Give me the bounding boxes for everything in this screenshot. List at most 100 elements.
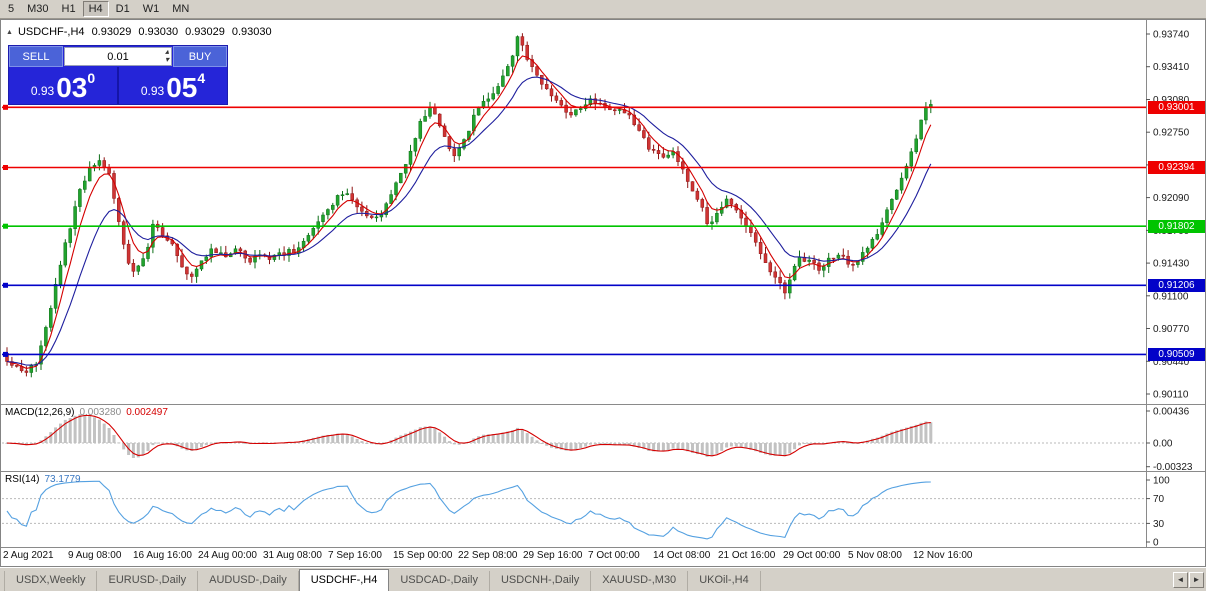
ohlc-open: 0.93029 [91,26,132,38]
svg-text:0: 0 [1153,538,1159,549]
time-axis-label: 29 Sep 16:00 [523,550,583,561]
tab-eurusd-daily[interactable]: EURUSD-,Daily [97,571,199,591]
time-axis-label: 5 Nov 08:00 [848,550,902,561]
svg-text:0.92750: 0.92750 [1153,128,1190,139]
chart-symbol-label: USDCHF-,H4 [17,26,85,38]
pane-separators [1,20,1205,548]
svg-text:-0.00323: -0.00323 [1153,462,1193,473]
time-axis-label: 16 Aug 16:00 [133,550,192,561]
volume-spinner[interactable]: ▴ ▾ [165,48,169,64]
spinner-down-icon[interactable]: ▾ [164,55,169,64]
buy-price-small: 0.93 [140,84,165,98]
svg-text:0.91100: 0.91100 [1153,291,1189,302]
level-line-handle[interactable] [3,165,8,170]
time-axis-label: 22 Sep 08:00 [458,550,518,561]
tab-usdchf-h4[interactable]: USDCHF-,H4 [298,569,390,591]
rsi-name: RSI(14) [5,474,40,485]
buy-price-big: 05 [166,72,198,103]
ohlc-close: 0.93030 [231,26,272,38]
svg-text:30: 30 [1153,519,1165,530]
chart-tab-bar: USDX,Weekly EURUSD-,Daily AUDUSD-,Daily USD… [0,567,1206,591]
svg-text:70: 70 [1153,494,1165,505]
tab-scroll-arrows: ◄ ► [1173,572,1204,588]
ma-slow-line [6,76,932,366]
tab-usdcad-daily[interactable]: USDCAD-,Daily [389,571,490,591]
svg-text:100: 100 [1153,476,1170,487]
svg-text:0.00436: 0.00436 [1153,407,1190,418]
time-axis-label: 14 Oct 08:00 [653,550,711,561]
indicator-guide-lines [2,442,1146,524]
svg-text:0.93410: 0.93410 [1153,62,1190,73]
timeframe-button-mn[interactable]: MN [166,1,196,17]
chart-header: ▲ USDCHF-,H4 0.93029 0.93030 0.93029 0.9… [6,26,272,38]
chart-window: 0.937400.934100.930800.927500.924200.920… [0,19,1206,567]
panel-toggle-icon[interactable]: ▲ [6,28,13,36]
volume-input[interactable]: 0.01 ▴ ▾ [64,47,172,66]
time-axis-label: 24 Aug 00:00 [198,550,257,561]
timeframe-button-d1[interactable]: D1 [109,1,136,17]
timeframe-button-w1[interactable]: W1 [136,1,166,17]
tab-xauusd-m30[interactable]: XAUUSD-,M30 [591,571,689,591]
time-axis-label: 7 Oct 00:00 [588,550,640,561]
volume-value: 0.01 [107,50,129,63]
tab-usdx-weekly[interactable]: USDX,Weekly [4,571,98,591]
svg-text:0.91430: 0.91430 [1153,259,1190,270]
tabs-scroll-left-button[interactable]: ◄ [1173,572,1188,588]
timeframe-button-h4[interactable]: H4 [82,1,109,17]
time-axis-label: 12 Nov 16:00 [913,550,973,561]
level-line-handle[interactable] [3,351,8,357]
buy-price[interactable]: 0.93 05 4 [119,67,227,104]
sell-price-small: 0.93 [30,84,55,98]
timeframe-button-5[interactable]: 5 [2,1,21,17]
price-badge-0.90509[interactable]: 0.90509 [1148,347,1205,361]
timeframe-button-h1[interactable]: H1 [55,1,82,17]
level-line-handle[interactable] [3,223,8,229]
timeframe-button-m30[interactable]: M30 [21,1,55,17]
svg-text:0.00: 0.00 [1153,439,1173,450]
price-badge-0.91206[interactable]: 0.91206 [1148,278,1205,292]
timeframe-toolbar: 5 M30 H1 H4 D1 W1 MN [0,0,1206,19]
time-axis-label: 21 Oct 16:00 [718,550,776,561]
svg-text:0.90770: 0.90770 [1153,324,1190,335]
tab-audusd-daily[interactable]: AUDUSD-,Daily [198,571,299,591]
level-line-handle[interactable] [3,282,8,288]
macd-signal-line [6,414,931,457]
sell-button[interactable]: SELL [9,46,63,67]
svg-text:0.90110: 0.90110 [1153,390,1189,401]
svg-text:0.93080: 0.93080 [1153,95,1190,106]
sell-price-big: 03 [56,72,88,103]
macd-name: MACD(12,26,9) [5,407,75,418]
svg-text:0.90440: 0.90440 [1153,357,1190,368]
time-axis-label: 2 Aug 2021 [3,550,54,561]
time-axis-label: 7 Sep 16:00 [328,550,382,561]
rsi-line [6,480,931,540]
macd-main-value: 0.003280 [79,407,122,418]
tab-ukoil-h4[interactable]: UKOil-,H4 [688,571,761,591]
spinner-up-icon[interactable]: ▴ [164,47,169,56]
tabs-scroll-right-button[interactable]: ► [1189,572,1204,588]
price-badge-0.92394[interactable]: 0.92394 [1148,160,1205,174]
time-axis-label: 9 Aug 08:00 [68,550,122,561]
svg-text:0.92090: 0.92090 [1153,193,1190,204]
buy-button[interactable]: BUY [173,46,227,67]
buy-price-sup: 4 [197,70,206,86]
time-axis-label: 15 Sep 00:00 [393,550,453,561]
chart-canvas[interactable]: 0.937400.934100.930800.927500.924200.920… [1,20,1205,566]
level-line-handle[interactable] [3,104,8,110]
rsi-value: 73.1779 [44,474,81,485]
time-axis-label: 29 Oct 00:00 [783,550,841,561]
sell-price[interactable]: 0.93 03 0 [9,67,117,104]
time-axis: 2 Aug 2021 9 Aug 08:00 16 Aug 16:00 24 Aug … [1,550,1146,566]
price-badge-0.93001[interactable]: 0.93001 [1148,100,1205,114]
price-divider [117,67,119,104]
ma-fast-line [6,55,932,369]
macd-histogram [5,414,933,458]
tab-usdcnh-daily[interactable]: USDCNH-,Daily [490,571,592,591]
svg-text:0.93740: 0.93740 [1153,30,1190,41]
sell-price-sup: 0 [87,70,96,86]
ohlc-high: 0.93030 [138,26,179,38]
price-badge-0.91802[interactable]: 0.91802 [1148,219,1205,233]
chart-tab-strip: USDX,Weekly EURUSD-,Daily AUDUSD-,Daily USD… [0,568,1206,591]
rsi-indicator-label: RSI(14) 73.1779 [5,474,81,485]
